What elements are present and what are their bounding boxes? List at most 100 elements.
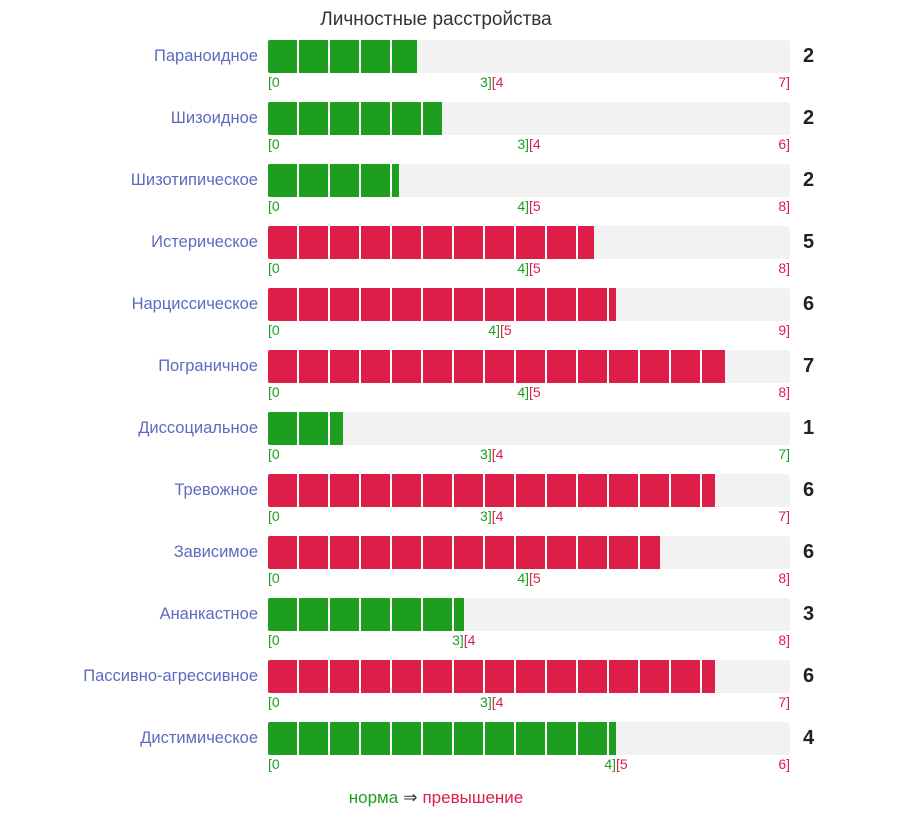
scale-exceed-start-label: [5 <box>529 260 541 276</box>
legend-arrow-icon: ⇒ <box>403 788 418 807</box>
chart-title: Личностные расстройства <box>320 9 552 30</box>
scale-min-label: [0 <box>268 136 280 152</box>
scale-norm-end-label: 4] <box>604 756 617 772</box>
disorder-row: Пассивно-агрессивное [0 3] [4 7] 6 <box>0 660 903 712</box>
disorder-label: Диссоциальное <box>138 419 258 437</box>
scale-min-label: [0 <box>268 508 280 524</box>
bar-area: [0 4] [5 8] <box>268 164 790 216</box>
score-bar-track <box>268 350 790 383</box>
score-bar-fill <box>268 288 617 321</box>
bar-area: [0 3] [4 7] <box>268 660 790 712</box>
disorder-row: Шизоидное [0 3] [4 6] 2 <box>0 102 903 154</box>
scale-min-label: [0 <box>268 694 280 710</box>
scale-exceed-start-label: [4 <box>491 446 504 462</box>
disorder-row: Параноидное [0 3] [4 7] 2 <box>0 40 903 92</box>
scale-max-label: 8] <box>778 632 790 648</box>
scale-min-label: [0 <box>268 322 280 338</box>
score-bar-fill <box>268 598 464 631</box>
score-bar-track <box>268 474 790 507</box>
score-value: 6 <box>803 479 815 501</box>
scale-max-label: 6] <box>778 756 790 772</box>
bar-area: [0 3] [4 7] <box>268 40 790 92</box>
score-bar-fill <box>268 474 716 507</box>
scale-max-label: 7] <box>778 694 790 710</box>
disorder-label: Тревожное <box>174 481 258 499</box>
scale-exceed-start-label: [4 <box>529 136 541 152</box>
scale-norm-end-label: 4] <box>517 384 529 400</box>
disorder-label: Пассивно-агрессивное <box>83 667 258 685</box>
scale: [0 4] [5 8] <box>268 259 790 278</box>
scale-exceed-start-label: [4 <box>491 74 504 90</box>
score-bar-track <box>268 722 790 755</box>
score-bar-fill <box>268 350 725 383</box>
scale-norm-end-label: 3] <box>480 694 492 710</box>
disorder-row: Истерическое [0 4] [5 8] 5 <box>0 226 903 278</box>
scale-max-label: 6] <box>778 136 790 152</box>
scale-max-label: 8] <box>778 198 790 214</box>
score-value: 7 <box>803 355 815 377</box>
scale-max-label: 7] <box>778 74 790 90</box>
scale-min-label: [0 <box>268 446 280 462</box>
scale-norm-end-label: 3] <box>452 632 464 648</box>
disorder-label: Истерическое <box>151 233 258 251</box>
score-value: 4 <box>803 727 815 749</box>
scale-norm-end-label: 4] <box>488 322 500 338</box>
disorder-row: Пограничное [0 4] [5 8] 7 <box>0 350 903 402</box>
scale: [0 3] [4 7] <box>268 507 790 526</box>
score-bar-fill <box>268 722 617 755</box>
scale-exceed-start-label: [5 <box>616 756 628 772</box>
score-value: 6 <box>803 665 815 687</box>
bar-area: [0 3] [4 6] <box>268 102 790 154</box>
score-bar-track <box>268 164 790 197</box>
score-bar-track <box>268 226 790 259</box>
score-bar-fill <box>268 226 595 259</box>
disorder-row: Дистимическое [0 4] [5 6] 4 <box>0 722 903 774</box>
disorder-label: Ананкастное <box>159 605 258 623</box>
scale: [0 3] [4 7] <box>268 445 790 464</box>
score-bar-track <box>268 412 790 445</box>
score-value: 2 <box>803 107 815 129</box>
bar-area: [0 4] [5 8] <box>268 226 790 278</box>
scale-max-label: 7] <box>778 446 790 462</box>
disorder-label: Нарциссическое <box>131 295 258 313</box>
scale-exceed-start-label: [4 <box>491 508 504 524</box>
scale: [0 4] [5 8] <box>268 197 790 216</box>
disorder-row: Нарциссическое [0 4] [5 9] 6 <box>0 288 903 340</box>
disorder-row: Тревожное [0 3] [4 7] 6 <box>0 474 903 526</box>
score-bar-fill <box>268 412 343 445</box>
score-bar-track <box>268 660 790 693</box>
scale-norm-end-label: 3] <box>480 508 492 524</box>
score-value: 6 <box>803 541 815 563</box>
score-bar-track <box>268 288 790 321</box>
disorder-label: Шизотипическое <box>130 171 258 189</box>
score-bar-track <box>268 536 790 569</box>
bar-area: [0 4] [5 9] <box>268 288 790 340</box>
score-bar-fill <box>268 660 716 693</box>
scale-exceed-start-label: [4 <box>491 694 504 710</box>
score-bar-fill <box>268 536 660 569</box>
score-value: 1 <box>803 417 815 439</box>
score-value: 3 <box>803 603 815 625</box>
disorder-label: Пограничное <box>158 357 258 375</box>
scale: [0 3] [4 7] <box>268 73 790 92</box>
legend-exceed-label: превышение <box>422 788 524 807</box>
scale-max-label: 8] <box>778 260 790 276</box>
scale-norm-end-label: 4] <box>517 570 529 586</box>
scale-exceed-start-label: [5 <box>529 384 541 400</box>
scale-exceed-start-label: [5 <box>529 570 541 586</box>
scale-max-label: 8] <box>778 384 790 400</box>
disorder-label: Зависимое <box>173 543 258 561</box>
score-value: 6 <box>803 293 815 315</box>
bar-area: [0 4] [5 8] <box>268 350 790 402</box>
scale: [0 3] [4 8] <box>268 631 790 650</box>
scale: [0 4] [5 8] <box>268 383 790 402</box>
scale: [0 3] [4 6] <box>268 135 790 154</box>
disorder-label: Шизоидное <box>170 109 258 127</box>
scale: [0 4] [5 9] <box>268 321 790 340</box>
scale-exceed-start-label: [5 <box>499 322 512 338</box>
scale-exceed-start-label: [5 <box>529 198 541 214</box>
scale: [0 4] [5 8] <box>268 569 790 588</box>
scale-max-label: 9] <box>778 322 790 338</box>
disorder-row: Ананкастное [0 3] [4 8] 3 <box>0 598 903 650</box>
